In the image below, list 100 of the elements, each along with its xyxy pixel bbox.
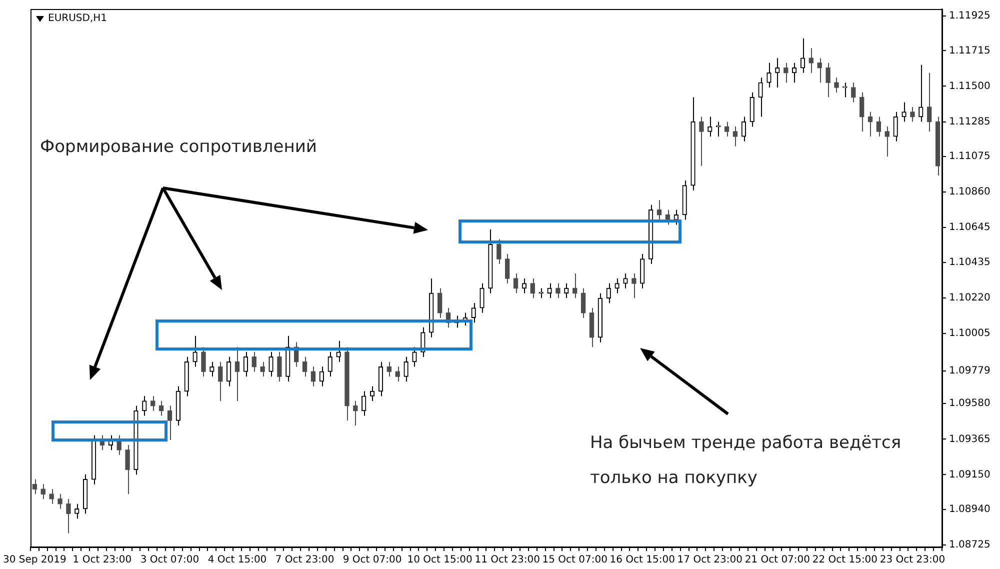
candlestick: [496, 238, 502, 264]
candlestick: [302, 356, 308, 378]
candlestick: [395, 366, 400, 382]
candlestick: [378, 361, 384, 397]
candlestick: [412, 346, 417, 368]
candlestick: [775, 58, 780, 88]
candlestick: [522, 278, 527, 294]
y-tick-label: 1.08725: [949, 540, 990, 551]
candlestick: [243, 351, 248, 378]
candlestick: [724, 121, 730, 137]
candlestick: [547, 282, 552, 299]
annotation: На бычьем тренде работа ведётся только на покупку: [590, 432, 902, 490]
candlestick: [927, 72, 932, 132]
y-tick-label: 1.11715: [949, 45, 990, 56]
candlestick: [826, 62, 830, 98]
candlestick: [386, 361, 392, 378]
candlestick: [513, 273, 518, 294]
candlestick: [40, 484, 46, 500]
candlestick: [480, 282, 484, 314]
candlestick: [530, 278, 535, 299]
candlestick: [201, 346, 206, 378]
candlestick: [784, 62, 788, 84]
candlestick: [226, 356, 232, 387]
candlestick: [471, 302, 476, 324]
y-tick-label: 1.10220: [949, 292, 990, 304]
x-tick-label: 17 Oct 23:00: [677, 554, 742, 566]
candlestick: [353, 400, 358, 426]
x-tick-label: 3 Oct 07:00: [140, 554, 200, 566]
candlestick: [792, 62, 797, 84]
x-tick-label: 11 Oct 23:00: [474, 554, 540, 566]
candlestick: [277, 351, 282, 382]
candlestick: [614, 278, 620, 294]
candlestick: [656, 200, 662, 220]
candlestick: [910, 106, 915, 122]
candlestick: [268, 351, 274, 378]
candlestick: [370, 386, 375, 402]
candlestick: [817, 58, 822, 84]
y-tick-label: 1.10435: [949, 256, 990, 268]
candlestick: [234, 346, 240, 402]
candlestick: [505, 254, 510, 284]
candlestick: [310, 366, 316, 387]
y-tick-label: 1.10645: [949, 222, 990, 234]
y-tick-label: 1.11075: [949, 151, 990, 162]
candlestick: [741, 116, 746, 142]
x-tick-label: 7 Oct 23:00: [275, 554, 334, 566]
candlestick: [732, 126, 738, 147]
y-tick-label: 1.11500: [949, 80, 990, 92]
candlestick: [58, 493, 62, 510]
candlestick: [150, 396, 156, 412]
candlestick: [851, 82, 856, 103]
candlestick: [918, 64, 924, 122]
candlestick: [564, 282, 569, 299]
candlestick: [252, 351, 256, 372]
candlestick: [606, 282, 611, 304]
candlestick: [362, 390, 366, 416]
candlestick: [766, 62, 772, 88]
y-tick-label: 1.11285: [949, 116, 990, 128]
candlestick: [167, 405, 172, 441]
y-tick-label: 1.09150: [949, 469, 990, 480]
x-tick-label: 15 Oct 07:00: [542, 554, 608, 566]
x-tick-label: 4 Oct 15:00: [208, 554, 267, 566]
candlestick: [876, 116, 882, 137]
candlestick: [74, 503, 80, 520]
x-tick-label: 10 Oct 15:00: [407, 554, 472, 566]
y-tick-label: 1.09580: [949, 398, 990, 410]
candlestick: [437, 288, 442, 318]
x-tick-label: 9 Oct 07:00: [342, 554, 402, 566]
candlestick: [884, 126, 890, 157]
x-tick-label: 1 Oct 23:00: [72, 554, 132, 566]
candlestick: [218, 361, 223, 402]
candlestick: [556, 282, 560, 299]
candlestick: [868, 111, 873, 137]
y-tick-label: 1.10860: [949, 186, 990, 198]
candlestick: [834, 77, 839, 93]
candlestick: [49, 488, 54, 504]
candlestick: [66, 498, 71, 534]
x-tick-label: 30 Sep 2019: [2, 554, 66, 566]
y-tick-label: 1.11925: [949, 10, 990, 22]
candlestick: [640, 254, 645, 289]
candlestick: [632, 273, 636, 299]
candlestick: [158, 400, 164, 416]
candlestick: [674, 209, 678, 226]
candlestick: [842, 82, 848, 98]
candlestick: [336, 340, 341, 362]
candlestick: [142, 396, 147, 416]
candlestick: [580, 288, 586, 318]
candlestick: [750, 92, 754, 128]
y-tick-label: 1.09779: [949, 365, 990, 376]
y-tick-label: 1.10005: [949, 328, 990, 339]
candlestick: [328, 351, 332, 378]
candlestick: [404, 356, 408, 382]
candlestick: [859, 92, 864, 132]
candlestick: [319, 366, 324, 387]
candlestick: [893, 111, 898, 142]
candlestick: [210, 361, 214, 378]
candlestick: [260, 361, 265, 378]
candlestick: [758, 77, 763, 118]
candlestick: [902, 102, 906, 122]
candlestick: [32, 478, 38, 495]
candlestick: [623, 273, 628, 289]
